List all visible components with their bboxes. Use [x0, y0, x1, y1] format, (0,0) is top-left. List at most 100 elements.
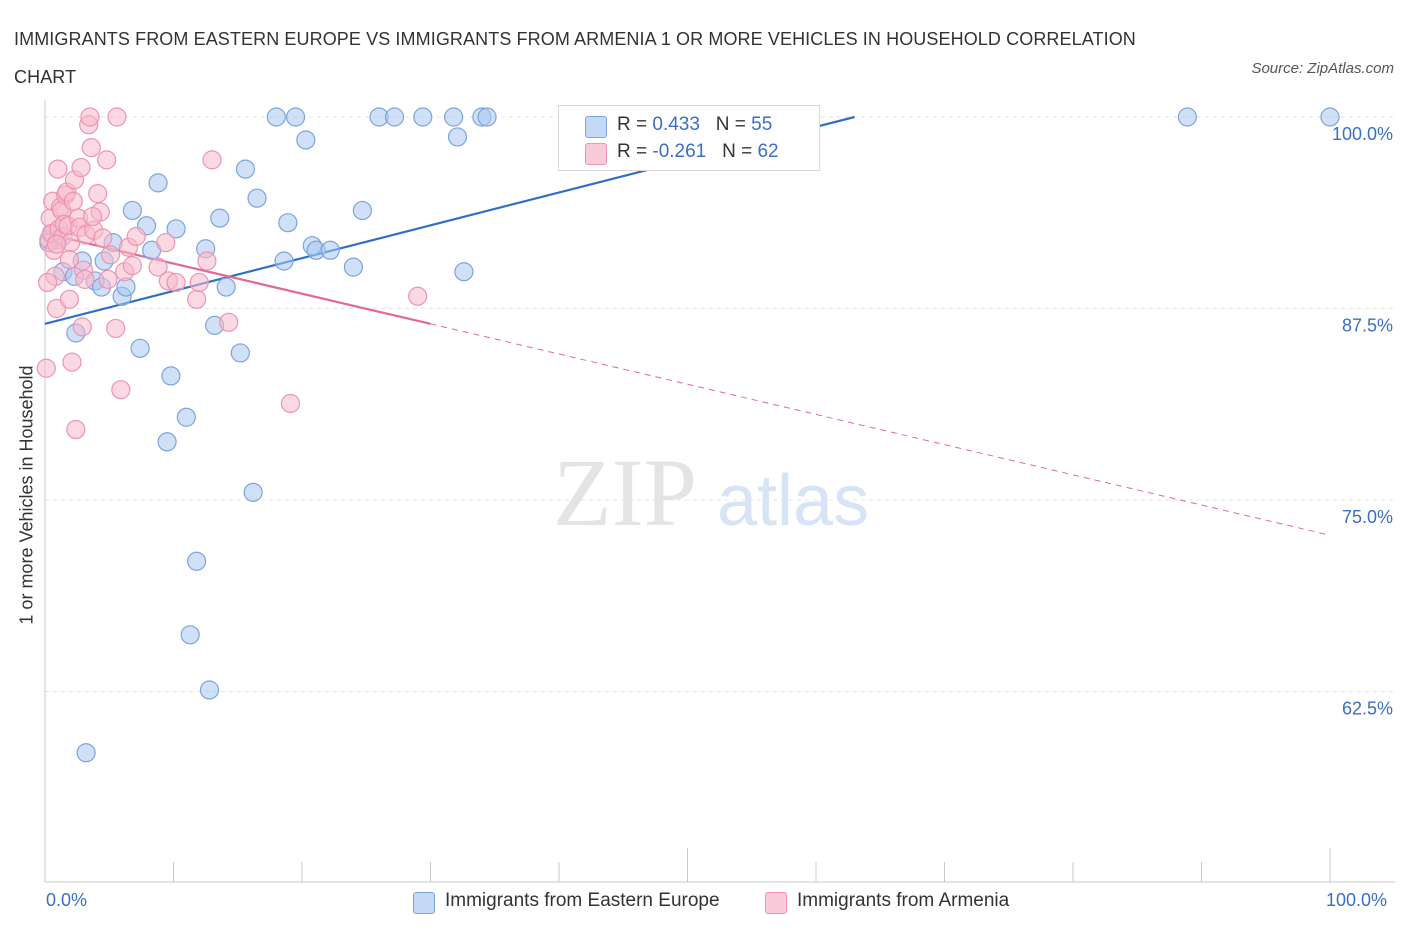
data-point [63, 191, 83, 211]
data-point [454, 262, 474, 282]
data-point [444, 107, 464, 127]
data-point [71, 157, 91, 178]
data-point [111, 380, 131, 400]
data-point [447, 127, 468, 147]
data-point [274, 251, 294, 271]
data-point [37, 272, 58, 293]
data-point [148, 257, 168, 277]
r-value: -0.261 [652, 141, 707, 162]
data-point [1177, 107, 1197, 127]
data-point [148, 173, 168, 193]
chart-title: IMMIGRANTS FROM EASTERN EUROPE VS IMMIGR… [14, 29, 1136, 87]
n-label: N = [715, 114, 752, 135]
source-label: Source: ZipAtlas.com [1251, 60, 1394, 77]
r-value: 0.433 [652, 114, 700, 135]
data-point [88, 184, 108, 204]
data-point [320, 240, 340, 260]
trend-line-extension [430, 323, 1331, 536]
data-point [80, 107, 100, 127]
legend-label: Immigrants from Eastern Europe [445, 890, 720, 911]
data-point [122, 256, 142, 276]
y-tick-label: 87.5% [1342, 316, 1393, 336]
r-label: R = [617, 114, 653, 135]
x-tick-label-max: 100.0% [1326, 890, 1388, 910]
data-point [93, 228, 113, 248]
data-point [161, 366, 181, 386]
legend-swatch-pink [765, 892, 787, 914]
data-point [59, 249, 80, 270]
data-point [48, 159, 68, 179]
data-point [166, 219, 186, 239]
legend-swatch-blue [585, 116, 607, 138]
r-label: R = [617, 141, 653, 162]
watermark: ZIP atlas [553, 439, 869, 546]
data-point [100, 245, 121, 265]
y-axis-label: 1 or more Vehicles in Household [16, 365, 37, 625]
data-point [285, 107, 306, 127]
data-point [216, 277, 236, 297]
data-point [1320, 107, 1340, 127]
watermark-zip: ZIP [553, 439, 697, 546]
data-point [280, 393, 301, 414]
data-point [75, 269, 95, 289]
data-point [219, 312, 239, 332]
data-point [384, 107, 405, 127]
data-point [296, 130, 316, 150]
data-point [187, 289, 207, 309]
data-point [247, 188, 267, 208]
data-point [243, 482, 263, 502]
data-point [180, 625, 200, 645]
y-tick-label: 75.0% [1342, 507, 1393, 527]
data-point [107, 107, 127, 127]
x-tick-label-min: 0.0% [46, 890, 88, 910]
data-point [266, 107, 286, 127]
y-tick-label: 100.0% [1332, 124, 1393, 144]
watermark-atlas: atlas [717, 461, 869, 541]
data-point [278, 213, 298, 233]
data-point [97, 150, 117, 170]
n-label: N = [722, 141, 758, 162]
data-point [166, 272, 186, 293]
legend-label: Immigrants from Armenia [797, 890, 1010, 911]
grid-lines [45, 116, 1395, 692]
data-point [230, 343, 250, 363]
series-legend: Immigrants from Eastern Europe Immigrant… [0, 890, 1406, 916]
data-point [477, 107, 497, 127]
data-point [199, 680, 220, 700]
data-point [106, 318, 126, 339]
data-point [352, 200, 372, 221]
data-point [202, 150, 222, 170]
data-point [413, 107, 433, 127]
data-point [210, 208, 230, 228]
data-point [235, 159, 256, 179]
data-point [130, 338, 150, 358]
data-points [36, 107, 1340, 763]
legend-swatch-blue [413, 892, 435, 914]
data-point [189, 272, 209, 293]
legend-swatch-pink [585, 143, 607, 165]
y-tick-labels: 100.0% 87.5% 75.0% 62.5% [1332, 124, 1393, 719]
data-point [82, 206, 103, 227]
data-point [126, 226, 146, 247]
data-point [36, 358, 56, 378]
stats-legend: R = 0.433 N = 55 R = -0.261 N = 62 [558, 105, 820, 171]
data-point [343, 257, 363, 277]
data-point [62, 352, 82, 372]
data-point [66, 419, 86, 440]
y-tick-label: 62.5% [1342, 699, 1393, 719]
data-point [98, 269, 118, 289]
data-point [156, 233, 176, 253]
data-point [46, 234, 67, 254]
data-point [187, 551, 207, 571]
data-point [59, 289, 80, 309]
data-point [157, 432, 177, 452]
data-point [197, 251, 217, 271]
data-point [72, 317, 92, 337]
data-point [76, 743, 96, 763]
n-value: 55 [751, 114, 773, 135]
data-point [81, 138, 101, 158]
data-point [408, 286, 428, 306]
data-point [122, 200, 142, 221]
n-value: 62 [757, 141, 779, 162]
